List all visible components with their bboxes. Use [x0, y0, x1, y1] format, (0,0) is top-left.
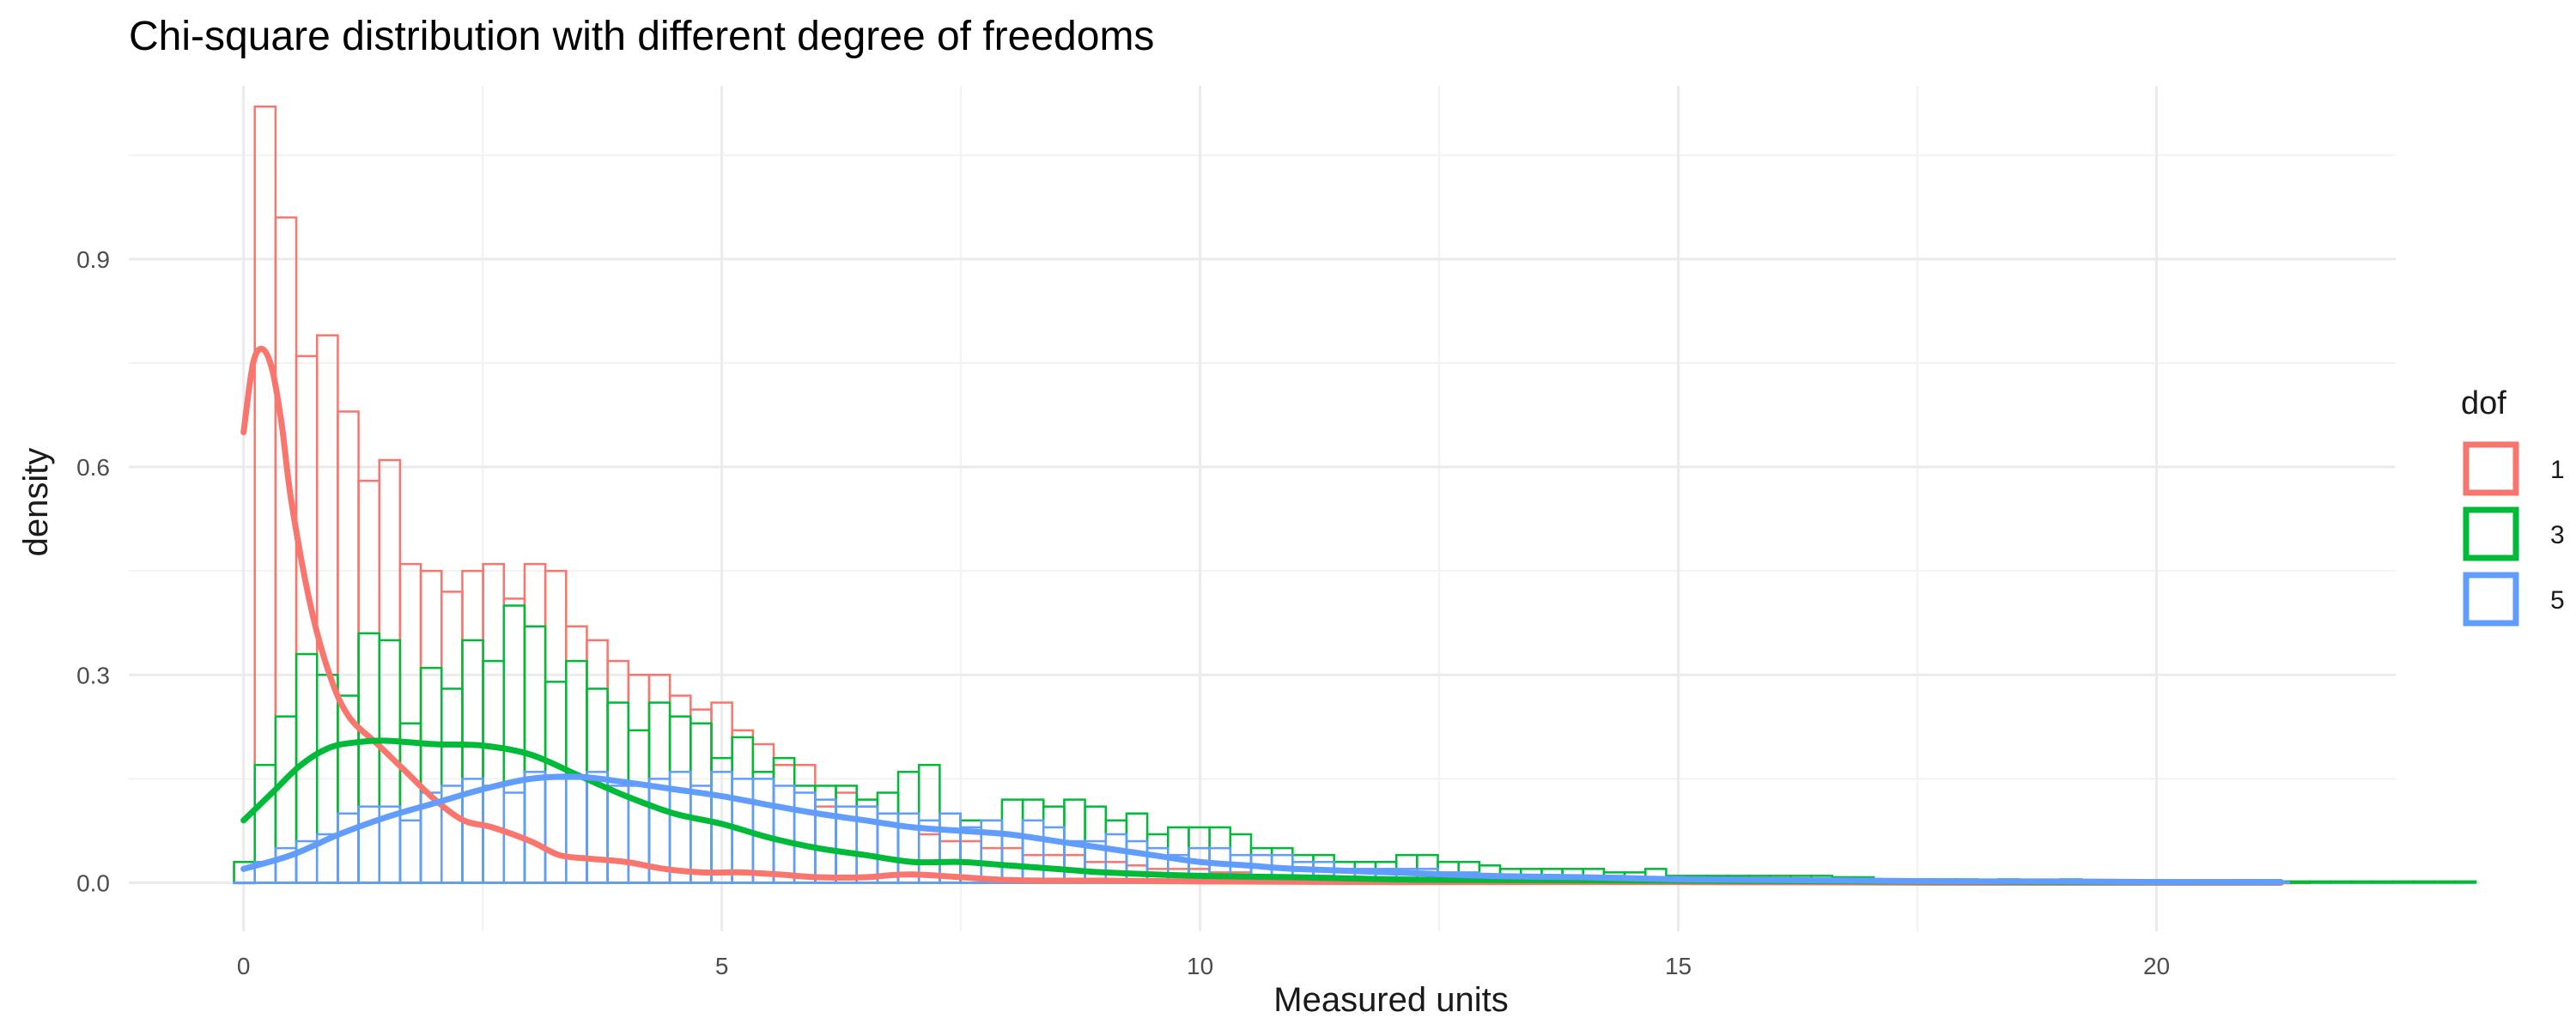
histogram-bar	[2453, 880, 2477, 884]
histogram-bar	[793, 791, 817, 884]
histogram-bar	[419, 569, 443, 884]
histogram-bar	[1021, 819, 1045, 884]
histogram-bar	[1000, 798, 1024, 884]
x-tick-label: 20	[2143, 953, 2170, 979]
histogram-bar	[939, 812, 962, 884]
histogram-bar	[647, 701, 671, 884]
histogram-bar	[337, 812, 360, 884]
legend-label: 5	[2550, 586, 2565, 615]
histogram-bar	[772, 763, 796, 884]
histogram-bar	[2287, 880, 2311, 884]
histogram-bar	[398, 819, 422, 884]
histogram-bar	[751, 771, 775, 884]
legend-key	[2463, 506, 2519, 561]
histogram-bar	[731, 736, 755, 884]
histogram-bar	[2391, 880, 2415, 884]
histogram-bar	[876, 791, 900, 884]
histogram-bar	[668, 715, 692, 884]
histogram-bar	[1000, 833, 1024, 884]
histogram-bar	[482, 562, 506, 884]
y-tick-label: 0.9	[76, 246, 110, 273]
histogram-bar	[315, 334, 339, 884]
y-axis-title: density	[17, 448, 55, 557]
histogram-bar	[523, 562, 547, 884]
x-tick-label: 15	[1665, 953, 1692, 979]
histogram-bar	[690, 722, 713, 884]
histogram-bar	[855, 798, 879, 884]
histogram-bar	[606, 785, 630, 884]
histogram-bar	[772, 756, 796, 884]
legend-entries: 1 3 5	[2463, 441, 2565, 627]
histogram-bar	[544, 569, 568, 884]
y-tick-label: 0.6	[76, 454, 110, 481]
chart-title: Chi-square distribution with different d…	[129, 14, 1154, 59]
histogram-bar	[544, 778, 568, 884]
x-tick-label: 5	[715, 953, 729, 979]
legend-entry: 1	[2463, 441, 2565, 496]
histogram-bars	[233, 105, 2477, 885]
histogram-bar	[731, 729, 755, 884]
density-line-5	[240, 773, 2284, 886]
legend-title: dof	[2461, 385, 2506, 421]
legend-key	[2463, 572, 2519, 627]
histogram-bar	[2329, 880, 2353, 884]
x-tick-label: 10	[1187, 953, 1213, 979]
histogram-bar	[565, 625, 588, 884]
density-lines	[240, 345, 2284, 887]
histogram-bar	[835, 785, 858, 884]
histogram-bar	[253, 105, 277, 884]
y-tick-label: 0.3	[76, 662, 110, 688]
grid-minor	[129, 86, 2396, 931]
histogram-bar	[482, 659, 506, 884]
x-tick-label: 0	[237, 953, 251, 979]
legend-key	[2463, 441, 2519, 496]
histogram-bar	[565, 778, 588, 884]
histogram-bar	[337, 410, 360, 884]
histogram-bar	[939, 812, 962, 884]
density-line-1	[240, 345, 2284, 887]
y-tick-labels: 0.0 0.3 0.6 0.9	[76, 246, 110, 897]
histogram-bar	[398, 722, 422, 884]
histogram-bar	[523, 771, 547, 884]
grid-major	[129, 86, 2396, 931]
legend-label: 1	[2550, 456, 2565, 484]
histogram-bar	[2349, 880, 2373, 884]
histogram-bar	[606, 659, 630, 884]
legend-entry: 3	[2463, 506, 2565, 561]
histogram-bar	[772, 785, 796, 884]
histogram-bar	[461, 569, 484, 884]
x-axis-title: Measured units	[1273, 981, 1508, 1019]
x-tick-labels: 0 5 10 15 20	[237, 953, 2170, 979]
histogram-bar	[502, 604, 526, 884]
legend-entry: 5	[2463, 572, 2565, 627]
histogram-bar	[751, 742, 775, 884]
histogram-bar	[2371, 880, 2394, 884]
y-tick-label: 0.0	[76, 869, 110, 896]
histogram-bar	[2433, 880, 2457, 884]
histogram-bar	[2412, 880, 2436, 884]
histogram-bar	[419, 666, 443, 884]
histogram-bar	[440, 591, 464, 884]
histogram-bar	[482, 785, 506, 884]
histogram-series-3	[233, 604, 2477, 884]
histogram-bar	[586, 639, 609, 884]
histogram-bar	[793, 785, 817, 884]
histogram-bar	[793, 763, 817, 884]
density-line-3	[240, 737, 2284, 886]
histogram-bar	[2308, 880, 2332, 884]
histogram-bar	[233, 882, 256, 885]
histogram-bar	[461, 639, 484, 884]
histogram-bar	[357, 632, 380, 884]
legend-label: 3	[2550, 521, 2565, 549]
legend: dof 1 3 5	[2461, 385, 2565, 627]
histogram-bar	[690, 785, 713, 884]
